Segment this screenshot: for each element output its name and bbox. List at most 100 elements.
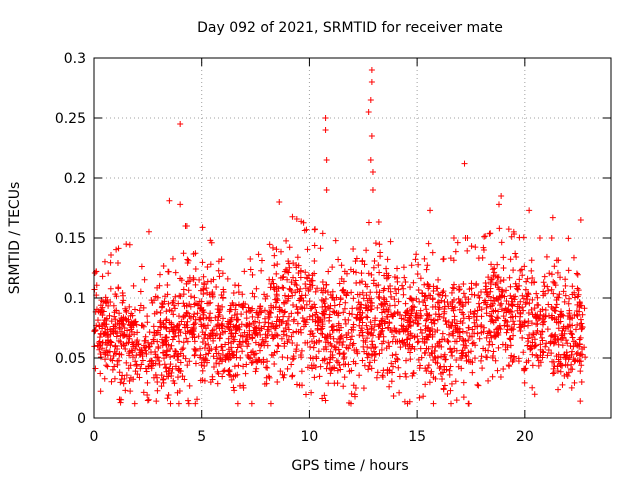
data-point <box>351 391 358 398</box>
data-point <box>237 354 244 361</box>
data-point <box>512 293 519 300</box>
data-point <box>481 297 488 304</box>
data-point <box>439 330 446 337</box>
data-point <box>177 359 184 366</box>
data-point <box>254 309 261 316</box>
data-point <box>460 303 467 310</box>
data-point <box>184 318 191 325</box>
data-point <box>285 326 292 333</box>
data-point <box>525 322 532 329</box>
data-point <box>415 320 422 327</box>
data-point <box>214 355 221 362</box>
data-point <box>225 368 232 375</box>
data-point <box>140 323 147 330</box>
data-point <box>102 323 109 330</box>
data-point <box>312 288 319 295</box>
data-point <box>181 321 188 328</box>
data-point <box>251 329 258 336</box>
data-point <box>447 255 454 262</box>
data-point <box>567 328 574 335</box>
data-point <box>323 307 330 314</box>
data-point <box>107 259 114 266</box>
data-point <box>494 330 501 337</box>
data-point <box>102 350 109 357</box>
data-point <box>345 317 352 324</box>
data-point <box>268 280 275 287</box>
data-point <box>205 300 212 307</box>
data-point <box>473 280 480 287</box>
data-point <box>495 315 502 322</box>
data-point <box>320 285 327 292</box>
data-point <box>407 330 414 337</box>
data-point <box>524 342 531 349</box>
data-point <box>429 333 436 340</box>
data-point <box>368 79 375 85</box>
data-point <box>246 308 253 315</box>
data-point <box>219 373 226 380</box>
data-point <box>302 281 309 288</box>
data-point <box>577 217 584 223</box>
data-point <box>267 309 274 316</box>
data-point <box>490 294 497 301</box>
data-point <box>487 288 494 295</box>
data-point <box>439 369 446 376</box>
data-point <box>117 399 124 406</box>
data-point <box>567 342 574 349</box>
data-point <box>112 328 119 335</box>
data-point <box>359 319 366 326</box>
data-point <box>310 333 317 340</box>
data-point <box>489 341 496 348</box>
data-point <box>132 358 139 365</box>
data-point <box>445 338 452 345</box>
data-point <box>381 320 388 327</box>
data-point <box>555 335 562 342</box>
data-point <box>91 286 98 293</box>
data-point <box>542 313 549 320</box>
data-point <box>550 290 557 297</box>
data-point <box>346 368 353 375</box>
data-point <box>531 305 538 312</box>
data-point <box>494 261 501 268</box>
data-point <box>279 274 286 281</box>
data-point <box>186 358 193 365</box>
data-point <box>219 358 226 365</box>
data-point <box>465 349 472 356</box>
data-point <box>353 314 360 321</box>
data-point <box>234 325 241 332</box>
data-point <box>500 254 507 261</box>
data-point <box>282 308 289 315</box>
data-point <box>426 352 433 359</box>
data-point <box>159 336 166 343</box>
data-point <box>408 262 415 269</box>
data-point <box>158 324 165 331</box>
data-point <box>343 331 350 338</box>
data-point <box>543 253 550 260</box>
data-point <box>299 315 306 322</box>
data-point <box>371 326 378 333</box>
data-point <box>283 237 290 244</box>
data-point <box>370 280 377 287</box>
data-point <box>198 321 205 328</box>
data-point <box>415 356 422 363</box>
data-point <box>560 325 567 332</box>
data-point <box>298 292 305 299</box>
data-point <box>172 363 179 370</box>
data-point <box>563 337 570 344</box>
data-point <box>402 370 409 377</box>
data-point <box>205 341 212 348</box>
data-point <box>429 296 436 303</box>
data-point <box>558 362 565 369</box>
data-point <box>443 321 450 328</box>
data-point <box>459 301 466 308</box>
data-point <box>175 313 182 320</box>
data-point <box>442 318 449 325</box>
data-point <box>468 280 475 287</box>
data-point <box>452 248 459 255</box>
data-point <box>284 354 291 361</box>
data-point <box>114 260 121 267</box>
data-point <box>349 342 356 349</box>
data-point <box>102 356 109 363</box>
data-point <box>365 270 372 277</box>
data-point <box>243 361 250 368</box>
data-point <box>330 308 337 315</box>
